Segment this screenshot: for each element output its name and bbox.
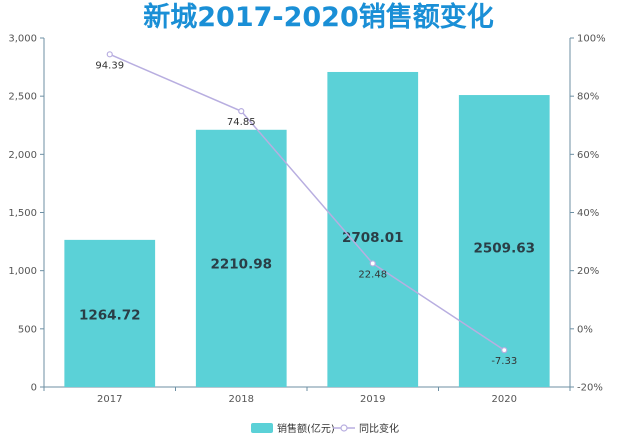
y-left-tick-label: 3,000 — [8, 34, 37, 45]
y-right-tick-label: 100% — [577, 34, 606, 45]
x-tick-label: 2020 — [492, 394, 517, 405]
y-left-tick-label: 2,500 — [8, 92, 37, 103]
y-right-tick-label: 0% — [577, 324, 593, 335]
y-left-tick-label: 1,500 — [8, 208, 37, 219]
line-series — [109, 53, 505, 351]
legend-bar-label: 销售额(亿元) — [277, 422, 335, 435]
x-tick-label: 2019 — [360, 394, 385, 405]
bar-value-label: 2708.01 — [342, 230, 404, 246]
line-point — [369, 260, 376, 267]
y-left-tick-label: 0 — [31, 383, 37, 394]
line-point-label: 74.85 — [227, 117, 256, 128]
bar-value-label: 2509.63 — [474, 241, 536, 257]
line-point — [501, 347, 508, 354]
line-point-label: 94.39 — [95, 60, 124, 71]
y-right-tick-label: 60% — [577, 150, 599, 161]
y-right-tick-label: 80% — [577, 92, 599, 103]
y-right-tick-label: 40% — [577, 208, 599, 219]
legend-line-label: 同比变化 — [359, 422, 399, 435]
line-point — [106, 51, 113, 58]
legend-bar-swatch — [251, 423, 273, 433]
bar — [195, 129, 287, 388]
y-right-tick-label: -20% — [577, 383, 603, 394]
bar-value-label: 2210.98 — [211, 257, 273, 273]
y-left-tick-label: 2,000 — [8, 150, 37, 161]
x-tick-label: 2017 — [97, 394, 122, 405]
x-tick-label: 2018 — [229, 394, 254, 405]
line-point-label: -7.33 — [491, 356, 517, 367]
line-point-label: 22.48 — [358, 269, 387, 280]
y-right-tick-label: 20% — [577, 266, 599, 277]
bar-value-label: 1264.72 — [79, 307, 141, 323]
y-left-tick-label: 1,000 — [8, 266, 37, 277]
legend-line-marker — [340, 424, 348, 432]
line-point — [238, 108, 245, 115]
bar — [458, 95, 550, 387]
y-left-tick-label: 500 — [18, 324, 37, 335]
bar — [64, 239, 156, 387]
chart-title: 新城2017-2020销售额变化 — [143, 2, 494, 33]
